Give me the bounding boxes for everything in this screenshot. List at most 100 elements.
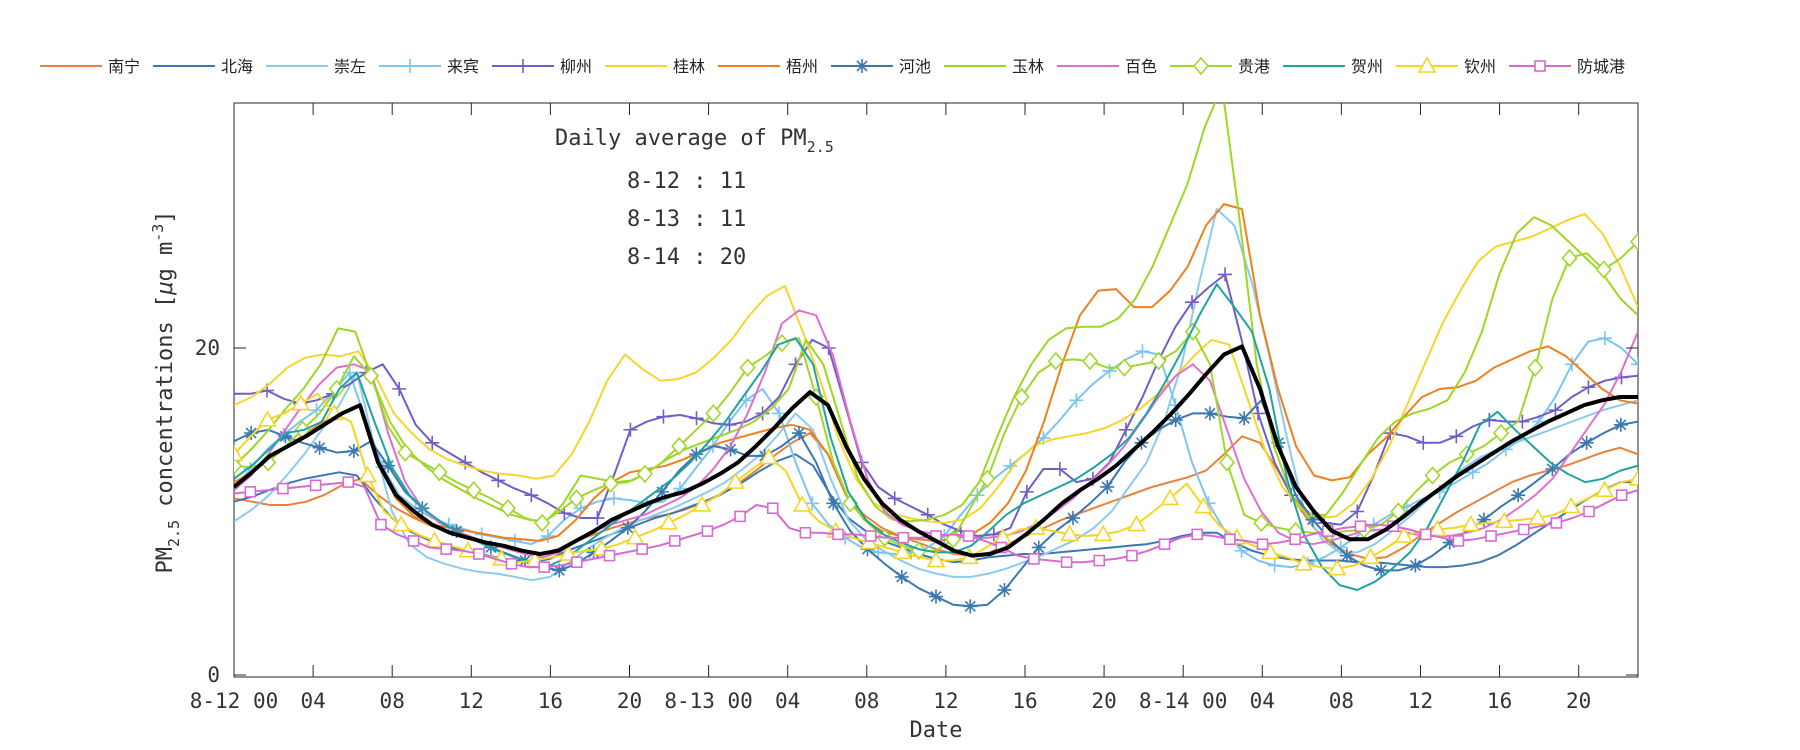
data-point-柳州	[1482, 412, 1497, 427]
legend-label: 梧州	[786, 57, 818, 76]
data-point-防城港	[701, 525, 714, 537]
data-point-钦州	[1160, 488, 1180, 506]
series-Average	[234, 344, 1638, 558]
data-point-柳州	[755, 406, 770, 421]
data-point-柳州	[656, 409, 671, 424]
data-point-柳州	[590, 511, 605, 526]
data-point-贵港	[1013, 387, 1030, 407]
data-point-贵港	[1082, 351, 1099, 371]
annotation: Daily average of PM2.5 8-12 : 11 8-13 : …	[555, 126, 834, 270]
data-point-来宾	[1069, 393, 1084, 408]
data-point-钦州	[726, 472, 745, 489]
data-point-来宾	[1234, 543, 1249, 558]
data-point-柳州	[722, 417, 737, 432]
data-point-防城港	[1093, 554, 1106, 567]
legend-marker	[1417, 56, 1437, 73]
legend-entry-崇左: 崇左	[266, 57, 366, 76]
data-point-河池	[1168, 412, 1183, 427]
data-point-柳州	[1581, 380, 1596, 395]
x-tick-label: 20	[1566, 689, 1591, 713]
legend-label: 南宁	[108, 57, 140, 76]
data-point-防城港	[799, 526, 812, 539]
data-point-来宾	[772, 406, 787, 421]
annotation-title: Daily average of PM2.5	[555, 126, 834, 156]
data-point-柳州	[1416, 435, 1431, 450]
x-tick-label: 08	[854, 689, 879, 713]
data-point-钦州	[1528, 508, 1548, 525]
series-line-贵港	[234, 240, 1638, 552]
data-point-防城港	[864, 530, 877, 542]
data-point-钦州	[291, 393, 311, 411]
data-point-来宾	[507, 533, 522, 548]
x-tick-label: 04	[1250, 689, 1275, 713]
legend-label: 贺州	[1351, 57, 1383, 76]
series-玉林	[234, 103, 1638, 523]
data-point-柳州	[1218, 267, 1233, 282]
data-point-防城港	[734, 510, 746, 523]
data-point-柳州	[689, 411, 704, 426]
data-point-防城港	[1256, 538, 1269, 551]
x-tick-label: 8-13 00	[664, 689, 753, 713]
x-tick-label: 16	[538, 689, 563, 713]
data-point-钦州	[1260, 542, 1280, 560]
data-point-河池	[244, 426, 259, 441]
data-point-柳州	[1019, 484, 1034, 499]
data-point-来宾	[1135, 344, 1150, 359]
legend: 南宁 北海 崇左 来宾 柳州 桂林 梧州 河池 玉林 百色 贵港 贺州 钦州 防城港	[40, 56, 1625, 76]
data-point-钦州	[1461, 514, 1481, 532]
series-line-桂林	[234, 212, 1638, 524]
data-point-钦州	[1093, 524, 1113, 542]
data-point-河池	[792, 426, 807, 441]
data-point-贵港	[534, 513, 551, 533]
data-point-贵港	[397, 443, 414, 462]
y-tick-label: 20	[195, 336, 220, 360]
series-崇左	[234, 208, 1638, 582]
y-tick-label: 0	[207, 663, 220, 687]
data-point-河池	[1442, 535, 1457, 550]
legend-entry-贺州: 贺州	[1283, 57, 1383, 76]
data-point-贵港	[979, 469, 996, 489]
data-point-河池	[1476, 512, 1491, 527]
data-point-柳州	[234, 386, 241, 401]
data-point-钦州	[1327, 559, 1347, 576]
data-point-防城港	[1028, 553, 1040, 565]
legend-entry-百色: 百色	[1057, 57, 1157, 76]
data-point-钦州	[759, 447, 779, 465]
data-point-河池	[1511, 488, 1526, 503]
legend-label: 百色	[1125, 57, 1157, 76]
legend-entry-北海: 北海	[153, 57, 253, 76]
data-point-贵港	[1561, 248, 1578, 268]
data-point-河池	[346, 444, 361, 459]
data-point-防城港	[832, 528, 844, 541]
x-tick-label: 8-14 00	[1139, 689, 1228, 713]
data-point-柳州	[1350, 504, 1365, 519]
data-point-钦州	[258, 410, 277, 427]
data-point-河池	[997, 582, 1012, 597]
data-point-防城港	[603, 549, 616, 562]
data-point-河池	[826, 496, 841, 511]
data-point-防城港	[342, 476, 355, 488]
series-柳州	[234, 267, 1638, 542]
legend-label: 崇左	[334, 57, 366, 76]
data-point-钦州	[893, 542, 912, 560]
data-point-河池	[963, 599, 978, 614]
legend-label: 来宾	[447, 57, 479, 76]
data-point-钦州	[1394, 526, 1414, 543]
x-axis-label: Date	[910, 718, 963, 743]
data-point-贵港	[1595, 260, 1612, 279]
data-point-贵港	[671, 436, 688, 456]
legend-entry-来宾: 来宾	[379, 57, 479, 76]
data-point-防城港	[1452, 535, 1465, 547]
data-point-河池	[1613, 417, 1628, 432]
data-point-防城港	[668, 535, 681, 547]
x-tick-label: 08	[1329, 689, 1354, 713]
data-point-钦州	[659, 513, 678, 530]
data-point-来宾	[606, 491, 621, 506]
data-point-贵港	[602, 474, 619, 493]
legend-marker	[855, 59, 869, 73]
legend-marker	[1534, 60, 1546, 72]
data-point-钦州	[792, 495, 812, 512]
data-point-钦州	[425, 531, 444, 548]
x-tick-label: 12	[459, 689, 484, 713]
legend-label: 柳州	[560, 57, 592, 76]
